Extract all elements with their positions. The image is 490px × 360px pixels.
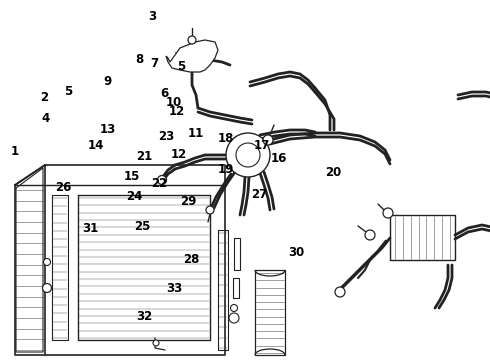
Text: 22: 22 bbox=[151, 177, 168, 190]
Circle shape bbox=[365, 230, 375, 240]
Text: 10: 10 bbox=[166, 96, 182, 109]
Text: 24: 24 bbox=[126, 190, 143, 203]
Text: 19: 19 bbox=[217, 163, 234, 176]
Text: 12: 12 bbox=[171, 148, 187, 161]
Polygon shape bbox=[166, 40, 218, 72]
Circle shape bbox=[230, 305, 238, 311]
Text: 30: 30 bbox=[288, 246, 305, 258]
Circle shape bbox=[383, 208, 393, 218]
Text: 28: 28 bbox=[183, 253, 199, 266]
Text: 20: 20 bbox=[325, 166, 342, 179]
Circle shape bbox=[153, 340, 159, 346]
Text: 7: 7 bbox=[150, 57, 158, 69]
Text: 25: 25 bbox=[134, 220, 150, 233]
Text: 33: 33 bbox=[166, 282, 182, 294]
Text: 9: 9 bbox=[104, 75, 112, 87]
Text: 5: 5 bbox=[177, 60, 185, 73]
Circle shape bbox=[188, 36, 196, 44]
Circle shape bbox=[236, 143, 260, 167]
Text: 6: 6 bbox=[160, 87, 168, 100]
Circle shape bbox=[43, 284, 51, 292]
Text: 26: 26 bbox=[55, 181, 72, 194]
Circle shape bbox=[263, 135, 273, 145]
Text: 29: 29 bbox=[180, 195, 197, 208]
Text: 5: 5 bbox=[65, 85, 73, 98]
Text: 23: 23 bbox=[158, 130, 175, 143]
Text: 14: 14 bbox=[87, 139, 104, 152]
Text: 8: 8 bbox=[136, 53, 144, 66]
Circle shape bbox=[206, 206, 214, 214]
Text: 21: 21 bbox=[136, 150, 153, 163]
Circle shape bbox=[229, 313, 239, 323]
Circle shape bbox=[157, 176, 167, 185]
Text: 17: 17 bbox=[254, 139, 270, 152]
Text: 27: 27 bbox=[251, 188, 268, 201]
Text: 1: 1 bbox=[11, 145, 19, 158]
Text: 16: 16 bbox=[271, 152, 288, 165]
Circle shape bbox=[226, 133, 270, 177]
Text: 18: 18 bbox=[217, 132, 234, 145]
Text: 3: 3 bbox=[148, 10, 156, 23]
Text: 4: 4 bbox=[41, 112, 49, 125]
Circle shape bbox=[44, 258, 50, 266]
Text: 32: 32 bbox=[136, 310, 153, 323]
Text: 15: 15 bbox=[124, 170, 141, 183]
Circle shape bbox=[335, 287, 345, 297]
Text: 2: 2 bbox=[40, 91, 48, 104]
Text: 12: 12 bbox=[168, 105, 185, 118]
Text: 31: 31 bbox=[82, 222, 99, 235]
Text: 11: 11 bbox=[188, 127, 204, 140]
Text: 13: 13 bbox=[99, 123, 116, 136]
